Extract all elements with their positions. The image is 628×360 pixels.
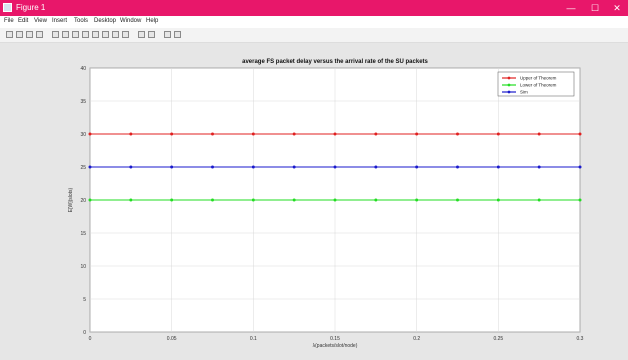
data-point bbox=[211, 132, 214, 136]
pan-icon[interactable] bbox=[82, 31, 89, 38]
data-point bbox=[496, 165, 500, 169]
x-tick-label: 0.25 bbox=[493, 336, 503, 342]
x-tick-label: 0 bbox=[89, 336, 92, 342]
legend-marker bbox=[507, 90, 511, 94]
window-titlebar: Figure 1 — ☐ ✕ bbox=[0, 0, 628, 16]
data-point bbox=[537, 132, 541, 136]
data-point bbox=[415, 165, 419, 169]
data-point bbox=[415, 132, 419, 136]
legend-entry: Lower of Theorem bbox=[520, 83, 557, 88]
y-tick-label: 40 bbox=[80, 66, 86, 72]
data-point bbox=[374, 132, 378, 136]
data-point bbox=[292, 132, 296, 136]
x-tick-label: 0.15 bbox=[330, 336, 340, 342]
data-point bbox=[537, 198, 541, 202]
data-point bbox=[496, 198, 500, 202]
rotate-icon[interactable] bbox=[92, 31, 99, 38]
data-point bbox=[496, 132, 500, 136]
data-point bbox=[456, 132, 459, 136]
print-icon[interactable] bbox=[36, 31, 43, 38]
data-point bbox=[333, 198, 337, 202]
legend-marker bbox=[507, 83, 511, 87]
hide-plot-tools-icon[interactable] bbox=[164, 31, 171, 38]
data-point bbox=[333, 132, 337, 136]
data-point bbox=[88, 132, 92, 136]
menu-desktop[interactable]: Desktop bbox=[94, 18, 117, 24]
insert-legend-icon[interactable] bbox=[148, 31, 155, 38]
data-point bbox=[251, 132, 255, 136]
zoom-out-icon[interactable] bbox=[72, 31, 79, 38]
data-point bbox=[129, 198, 133, 202]
data-point bbox=[456, 198, 459, 202]
maximize-button[interactable]: ☐ bbox=[590, 3, 600, 13]
data-point bbox=[292, 165, 296, 169]
data-point bbox=[211, 198, 214, 202]
menu-edit[interactable]: Edit bbox=[18, 18, 29, 24]
data-point bbox=[578, 165, 582, 169]
x-axis-label: λ(packets/slot/node) bbox=[313, 343, 358, 349]
y-tick-label: 15 bbox=[80, 231, 86, 237]
data-point bbox=[292, 198, 296, 202]
data-point bbox=[170, 132, 174, 136]
data-point bbox=[456, 165, 459, 169]
data-point bbox=[537, 165, 541, 169]
menu-tools[interactable]: Tools bbox=[74, 18, 89, 24]
menu-bar: File Edit View Insert Tools Desktop Wind… bbox=[0, 16, 628, 28]
data-point bbox=[374, 165, 378, 169]
y-tick-label: 10 bbox=[80, 264, 86, 270]
minimize-button[interactable]: — bbox=[566, 3, 576, 13]
data-point bbox=[88, 198, 92, 202]
x-tick-label: 0.2 bbox=[413, 336, 420, 342]
data-point bbox=[415, 198, 419, 202]
data-point bbox=[88, 165, 92, 169]
save-icon[interactable] bbox=[26, 31, 33, 38]
link-icon[interactable] bbox=[122, 31, 129, 38]
legend-entry: Upper of Theorem bbox=[520, 76, 557, 81]
figure-canvas: average FS packet delay versus the arriv… bbox=[0, 43, 628, 360]
x-tick-label: 0.1 bbox=[250, 336, 257, 342]
figure-toolbar bbox=[0, 28, 628, 43]
y-tick-label: 25 bbox=[80, 165, 86, 171]
data-point bbox=[129, 132, 133, 136]
menu-file[interactable]: File bbox=[4, 18, 14, 24]
data-point bbox=[578, 132, 582, 136]
data-cursor-icon[interactable] bbox=[102, 31, 109, 38]
show-plot-tools-icon[interactable] bbox=[174, 31, 181, 38]
legend-marker bbox=[507, 76, 511, 80]
y-tick-label: 35 bbox=[80, 99, 86, 105]
data-point bbox=[170, 165, 174, 169]
matlab-figure-icon bbox=[3, 3, 12, 12]
data-point bbox=[578, 198, 582, 202]
insert-colorbar-icon[interactable] bbox=[138, 31, 145, 38]
data-point bbox=[251, 198, 255, 202]
zoom-in-icon[interactable] bbox=[62, 31, 69, 38]
x-tick-label: 0.05 bbox=[167, 336, 177, 342]
open-file-icon[interactable] bbox=[16, 31, 23, 38]
y-tick-label: 20 bbox=[80, 198, 86, 204]
data-point bbox=[211, 165, 214, 169]
menu-window[interactable]: Window bbox=[120, 18, 142, 24]
window-title: Figure 1 bbox=[16, 3, 46, 12]
data-point bbox=[170, 198, 174, 202]
brush-icon[interactable] bbox=[112, 31, 119, 38]
y-tick-label: 5 bbox=[83, 297, 86, 303]
y-tick-label: 0 bbox=[83, 330, 86, 336]
y-axis-label: E[W](slots) bbox=[68, 187, 74, 212]
line-chart: average FS packet delay versus the arriv… bbox=[68, 59, 584, 349]
data-point bbox=[333, 165, 337, 169]
legend[interactable]: Upper of Theorem Lower of Theorem Sim bbox=[497, 71, 575, 97]
chart-title: average FS packet delay versus the arriv… bbox=[242, 59, 428, 65]
data-point bbox=[129, 165, 133, 169]
menu-insert[interactable]: Insert bbox=[52, 18, 68, 24]
close-button[interactable]: ✕ bbox=[613, 3, 621, 13]
x-tick-label: 0.3 bbox=[577, 336, 584, 342]
data-point bbox=[251, 165, 255, 169]
pointer-icon[interactable] bbox=[52, 31, 59, 38]
new-figure-icon[interactable] bbox=[6, 31, 13, 38]
y-tick-label: 30 bbox=[80, 132, 86, 138]
menu-view[interactable]: View bbox=[34, 18, 47, 24]
data-point bbox=[374, 198, 378, 202]
legend-entry: Sim bbox=[520, 90, 528, 95]
menu-help[interactable]: Help bbox=[146, 18, 159, 24]
